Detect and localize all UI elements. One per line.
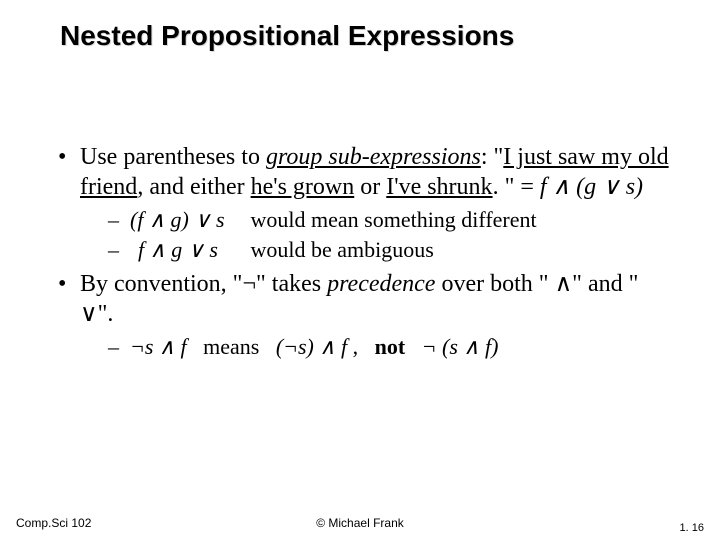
b2a-means: means <box>203 334 259 359</box>
bullet-1b: f ∧ g ∨ s would be ambiguous <box>108 236 670 264</box>
b1b-text: would be ambiguous <box>251 237 434 262</box>
slide: Nested Propositional Expressions Use par… <box>0 0 720 540</box>
slide-body: Use parentheses to group sub-expressions… <box>50 142 670 361</box>
b2a-right: ¬ (s ∧ f) <box>422 334 499 359</box>
bullet-2: By convention, "¬" takes precedence over… <box>58 269 670 361</box>
b1a-expr: (f ∧ g) ∨ s <box>130 206 245 234</box>
b2a-not: not <box>375 334 406 359</box>
bullet-1a: (f ∧ g) ∨ s would mean something differe… <box>108 206 670 234</box>
b1b-expr: f ∧ g ∨ s <box>130 236 245 264</box>
b1-grown: he's grown <box>251 174 355 200</box>
b1-text-pre: Use parentheses to <box>80 144 266 170</box>
b2a-left: ¬s ∧ f <box>130 334 187 359</box>
b2a-mid: (¬s) ∧ f <box>276 334 353 359</box>
footer-right: 1. 16 <box>680 522 704 534</box>
b1a-text: would mean something different <box>251 207 537 232</box>
bullet-1: Use parentheses to group sub-expressions… <box>58 142 670 263</box>
b1-or: or <box>354 174 386 200</box>
bullet-list: Use parentheses to group sub-expressions… <box>50 142 670 361</box>
bullet-2-sublist: ¬s ∧ f means (¬s) ∧ f , not ¬ (s ∧ f) <box>80 333 670 361</box>
b1-expr: f ∧ (g ∨ s) <box>540 174 643 200</box>
slide-title: Nested Propositional Expressions <box>60 20 670 52</box>
b1-group: group sub-expressions <box>266 144 481 170</box>
b2a-comma: , <box>353 334 359 359</box>
footer-center: © Michael Frank <box>0 516 720 530</box>
b1-mid1: , and either <box>137 174 250 200</box>
bullet-2a: ¬s ∧ f means (¬s) ∧ f , not ¬ (s ∧ f) <box>108 333 670 361</box>
b1-shrunk: I've shrunk <box>386 174 492 200</box>
b2-prec: precedence <box>327 271 435 297</box>
bullet-1-sublist: (f ∧ g) ∨ s would mean something differe… <box>80 206 670 263</box>
b1-colon: : " <box>481 144 503 170</box>
b2-pre: By convention, "¬" takes <box>80 271 327 297</box>
b1-post: . " = <box>493 174 540 200</box>
